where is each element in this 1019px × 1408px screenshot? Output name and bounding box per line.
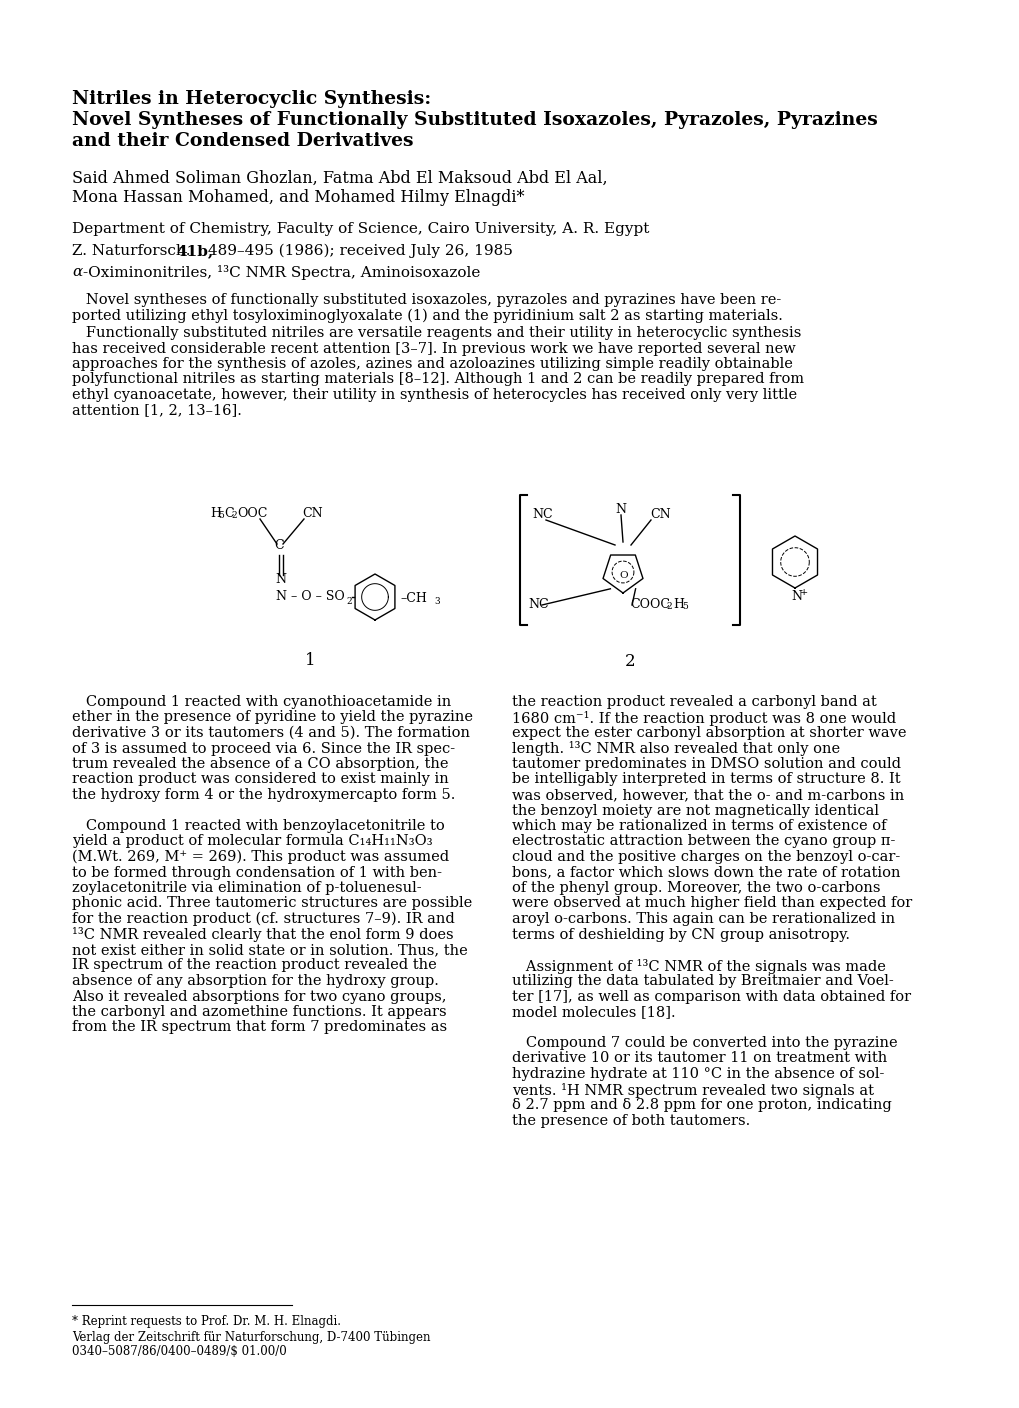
Text: N: N [614,503,626,515]
Text: δ 2.7 ppm and δ 2.8 ppm for one proton, indicating: δ 2.7 ppm and δ 2.8 ppm for one proton, … [512,1098,891,1112]
Text: Also it revealed absorptions for two cyano groups,: Also it revealed absorptions for two cya… [72,990,446,1004]
Text: hydrazine hydrate at 110 °C in the absence of sol-: hydrazine hydrate at 110 °C in the absen… [512,1067,883,1081]
Text: phonic acid. Three tautomeric structures are possible: phonic acid. Three tautomeric structures… [72,897,472,911]
Text: to be formed through condensation of 1 with ben-: to be formed through condensation of 1 w… [72,866,441,880]
Text: C: C [274,539,283,552]
Text: Novel Syntheses of Functionally Substituted Isoxazoles, Pyrazoles, Pyrazines: Novel Syntheses of Functionally Substitu… [72,111,877,130]
Text: * Reprint requests to Prof. Dr. M. H. Elnagdi.: * Reprint requests to Prof. Dr. M. H. El… [72,1315,340,1328]
Text: –CH: –CH [399,591,427,605]
Text: Novel syntheses of functionally substituted isoxazoles, pyrazoles and pyrazines : Novel syntheses of functionally substitu… [72,293,781,307]
Text: trum revealed the absence of a CO absorption, the: trum revealed the absence of a CO absorp… [72,758,448,772]
Text: 2: 2 [230,511,236,520]
Text: Z. Naturforsch.: Z. Naturforsch. [72,244,196,258]
Text: electrostatic attraction between the cyano group π-: electrostatic attraction between the cya… [512,835,895,849]
Text: length. ¹³C NMR also revealed that only one: length. ¹³C NMR also revealed that only … [512,742,840,756]
Text: 1: 1 [305,652,315,669]
Text: OOC: OOC [236,507,267,520]
Text: and their Condensed Derivatives: and their Condensed Derivatives [72,132,413,151]
Text: H: H [673,598,684,611]
Text: derivative 3 or its tautomers (4 and 5). The formation: derivative 3 or its tautomers (4 and 5).… [72,727,470,741]
Text: 0340–5087/86/0400–0489/$ 01.00/0: 0340–5087/86/0400–0489/$ 01.00/0 [72,1345,286,1357]
Text: has received considerable recent attention [3–7]. In previous work we have repor: has received considerable recent attenti… [72,342,795,355]
Text: tautomer predominates in DMSO solution and could: tautomer predominates in DMSO solution a… [512,758,900,772]
Text: the presence of both tautomers.: the presence of both tautomers. [512,1114,750,1128]
Text: α: α [72,265,83,279]
Text: +: + [799,589,807,597]
Text: Nitriles in Heterocyclic Synthesis:: Nitriles in Heterocyclic Synthesis: [72,90,431,108]
Text: Compound 7 could be converted into the pyrazine: Compound 7 could be converted into the p… [512,1036,897,1050]
Text: Assignment of ¹³C NMR of the signals was made: Assignment of ¹³C NMR of the signals was… [512,959,886,973]
Text: 2: 2 [624,653,635,670]
Text: Said Ahmed Soliman Ghozlan, Fatma Abd El Maksoud Abd El Aal,: Said Ahmed Soliman Ghozlan, Fatma Abd El… [72,170,607,187]
Text: which may be rationalized in terms of existence of: which may be rationalized in terms of ex… [512,819,886,834]
Text: cloud and the positive charges on the benzoyl o-car-: cloud and the positive charges on the be… [512,850,900,865]
Text: bons, a factor which slows down the rate of rotation: bons, a factor which slows down the rate… [512,866,900,880]
Text: 5: 5 [682,603,687,611]
Text: for the reaction product (cf. structures 7–9). IR and: for the reaction product (cf. structures… [72,912,454,926]
Text: utilizing the data tabulated by Breitmaier and Voel-: utilizing the data tabulated by Breitmai… [512,974,893,988]
Text: IR spectrum of the reaction product revealed the: IR spectrum of the reaction product reve… [72,959,436,973]
Text: Functionally substituted nitriles are versatile reagents and their utility in he: Functionally substituted nitriles are ve… [72,327,801,339]
Text: absence of any absorption for the hydroxy group.: absence of any absorption for the hydrox… [72,974,438,988]
Text: the hydroxy form 4 or the hydroxymercapto form 5.: the hydroxy form 4 or the hydroxymercapt… [72,788,454,803]
Text: approaches for the synthesis of azoles, azines and azoloazines utilizing simple : approaches for the synthesis of azoles, … [72,358,792,370]
Text: 2: 2 [345,597,352,605]
Text: N: N [275,573,285,586]
Text: 3: 3 [433,597,439,605]
Text: NC: NC [532,508,552,521]
Text: ter [17], as well as comparison with data obtained for: ter [17], as well as comparison with dat… [512,990,910,1004]
Text: CN: CN [649,508,669,521]
Text: reaction product was considered to exist mainly in: reaction product was considered to exist… [72,773,448,787]
Text: ported utilizing ethyl tosyloximinoglyoxalate (1) and the pyridinium salt 2 as s: ported utilizing ethyl tosyloximinoglyox… [72,308,783,322]
Text: NC: NC [528,598,548,611]
Text: aroyl o-carbons. This again can be rerationalized in: aroyl o-carbons. This again can be rerat… [512,912,895,926]
Text: ether in the presence of pyridine to yield the pyrazine: ether in the presence of pyridine to yie… [72,711,473,725]
Text: vents. ¹H NMR spectrum revealed two signals at: vents. ¹H NMR spectrum revealed two sign… [512,1083,873,1097]
Text: Compound 1 reacted with benzoylacetonitrile to: Compound 1 reacted with benzoylacetonitr… [72,819,444,834]
Text: Mona Hassan Mohamed, and Mohamed Hilmy Elnagdi*: Mona Hassan Mohamed, and Mohamed Hilmy E… [72,189,524,206]
Text: the reaction product revealed a carbonyl band at: the reaction product revealed a carbonyl… [512,696,876,710]
Text: C: C [224,507,233,520]
Text: of 3 is assumed to proceed via 6. Since the IR spec-: of 3 is assumed to proceed via 6. Since … [72,742,454,756]
Text: 1680 cm⁻¹. If the reaction product was 8 one would: 1680 cm⁻¹. If the reaction product was 8… [512,711,896,725]
Text: yield a product of molecular formula C₁₄H₁₁N₃O₃: yield a product of molecular formula C₁₄… [72,835,432,849]
Text: H: H [210,507,221,520]
Text: was observed, however, that the o- and m-carbons in: was observed, however, that the o- and m… [512,788,904,803]
Text: polyfunctional nitriles as starting materials [8–12]. Although 1 and 2 can be re: polyfunctional nitriles as starting mate… [72,373,803,387]
Text: 2: 2 [665,603,671,611]
Text: be intelligably interpreted in terms of structure 8. It: be intelligably interpreted in terms of … [512,773,900,787]
Text: COOC: COOC [630,598,669,611]
Text: expect the ester carbonyl absorption at shorter wave: expect the ester carbonyl absorption at … [512,727,906,741]
Text: were observed at much higher field than expected for: were observed at much higher field than … [512,897,911,911]
Text: N – O – SO: N – O – SO [276,590,344,604]
Text: Verlag der Zeitschrift für Naturforschung, D-7400 Tübingen: Verlag der Zeitschrift für Naturforschun… [72,1331,430,1345]
Text: ¹³C NMR revealed clearly that the enol form 9 does: ¹³C NMR revealed clearly that the enol f… [72,928,453,942]
Text: Compound 1 reacted with cyanothioacetamide in: Compound 1 reacted with cyanothioacetami… [72,696,450,710]
Text: ethyl cyanoacetate, however, their utility in synthesis of heterocycles has rece: ethyl cyanoacetate, however, their utili… [72,389,796,403]
Text: (M.Wt. 269, M⁺ = 269). This product was assumed: (M.Wt. 269, M⁺ = 269). This product was … [72,850,448,865]
Text: not exist either in solid state or in solution. Thus, the: not exist either in solid state or in so… [72,943,468,957]
Text: terms of deshielding by CN group anisotropy.: terms of deshielding by CN group anisotr… [512,928,849,942]
Text: N: N [790,590,801,603]
Text: O: O [619,570,627,580]
Text: model molecules [18].: model molecules [18]. [512,1005,675,1019]
Text: 41b,: 41b, [176,244,213,258]
Text: Department of Chemistry, Faculty of Science, Cairo University, A. R. Egypt: Department of Chemistry, Faculty of Scie… [72,222,649,237]
Text: from the IR spectrum that form 7 predominates as: from the IR spectrum that form 7 predomi… [72,1021,446,1035]
Text: the carbonyl and azomethine functions. It appears: the carbonyl and azomethine functions. I… [72,1005,446,1019]
Text: the benzoyl moiety are not magnetically identical: the benzoyl moiety are not magnetically … [512,804,878,818]
Text: zoylacetonitrile via elimination of p-toluenesul-: zoylacetonitrile via elimination of p-to… [72,881,421,895]
Text: of the phenyl group. Moreover, the two o-carbons: of the phenyl group. Moreover, the two o… [512,881,879,895]
Text: 5: 5 [218,511,223,520]
Text: CN: CN [302,507,322,520]
Text: -Oximinonitriles, ¹³C NMR Spectra, Aminoisoxazole: -Oximinonitriles, ¹³C NMR Spectra, Amino… [83,265,480,280]
Text: attention [1, 2, 13–16].: attention [1, 2, 13–16]. [72,404,242,418]
Text: 489–495 (1986); received July 26, 1985: 489–495 (1986); received July 26, 1985 [203,244,513,259]
Text: derivative 10 or its tautomer 11 on treatment with: derivative 10 or its tautomer 11 on trea… [512,1052,887,1066]
